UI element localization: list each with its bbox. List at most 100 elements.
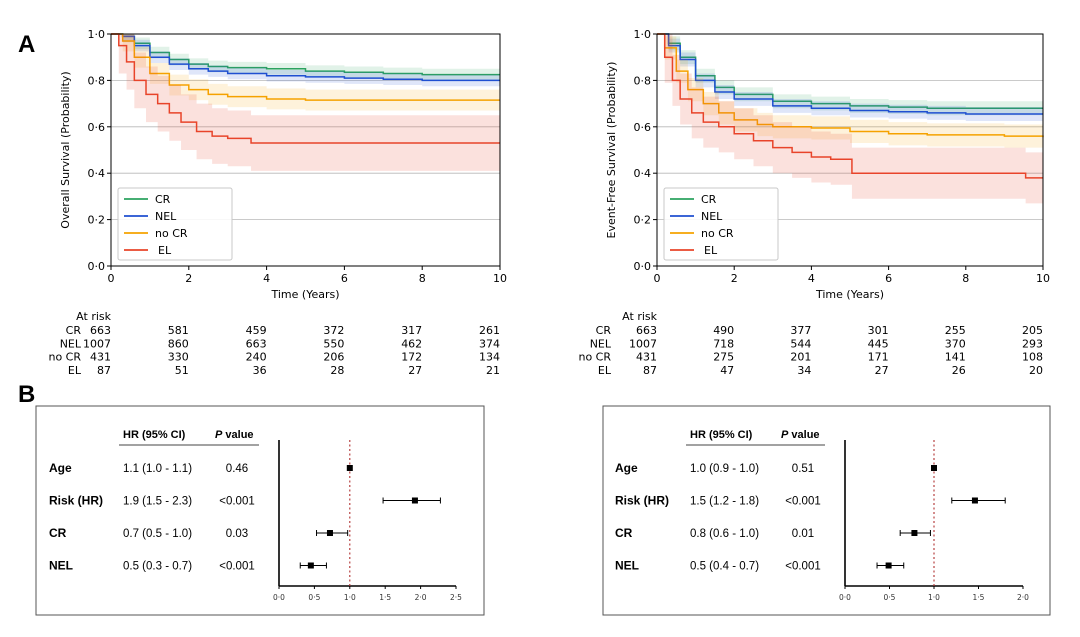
y-tick-label: 0·0 bbox=[88, 260, 106, 273]
overall-survival-chart: 0·0 0·2 0·4 0·6 0·8 1·0 0 2 4 6 8 10 Time (Years) Ove… bbox=[59, 28, 507, 301]
forest-x-tick-label: 0·0 bbox=[839, 593, 851, 602]
forest-x-tick-label: 2·5 bbox=[450, 593, 462, 602]
risk-count: 34 bbox=[797, 364, 811, 377]
hr-value-nel: 0.5 (0.4 - 0.7) bbox=[690, 561, 759, 573]
legend-label-cr: CR bbox=[701, 193, 717, 206]
p-value-age: 0.51 bbox=[792, 463, 814, 475]
risk-count: 550 bbox=[323, 337, 344, 350]
y-tick-label: 0·2 bbox=[88, 214, 106, 227]
variable-age: Age bbox=[615, 461, 638, 475]
risk-count: 1007 bbox=[83, 337, 111, 350]
confidence-band-el bbox=[657, 34, 1043, 204]
x-tick-label: 10 bbox=[1036, 272, 1050, 285]
event-free-survival-forest-plot: HR (95% CI) P value 0·0 0·5 1·0 1·5 2·0 Age 1.0 … bbox=[602, 405, 1051, 616]
y-tick-label: 0·2 bbox=[634, 214, 652, 227]
risk-count: 374 bbox=[479, 337, 500, 350]
hr-value-risk-hr-: 1.5 (1.2 - 1.8) bbox=[690, 496, 759, 508]
variable-cr: CR bbox=[615, 526, 633, 540]
x-tick-label: 4 bbox=[263, 272, 270, 285]
y-tick-label: 0·4 bbox=[88, 167, 106, 180]
x-tick-label: 6 bbox=[341, 272, 348, 285]
header-p-italic: P bbox=[215, 429, 223, 441]
y-axis-title: Event-Free Survival (Probability) bbox=[605, 62, 618, 239]
survival-line-cr bbox=[111, 33, 500, 76]
risk-count: 663 bbox=[246, 337, 267, 350]
survival-line-el bbox=[111, 33, 500, 144]
risk-count: 47 bbox=[720, 364, 734, 377]
risk-count: 317 bbox=[401, 324, 422, 337]
legend-label-nel: NEL bbox=[155, 210, 177, 223]
forest-frame bbox=[602, 405, 1051, 616]
risk-count: 459 bbox=[246, 324, 267, 337]
risk-group-cr: CR bbox=[66, 324, 82, 337]
hr-point-nel bbox=[885, 562, 892, 569]
risk-count: 490 bbox=[713, 324, 734, 337]
risk-count: 51 bbox=[175, 364, 189, 377]
plot-frame bbox=[656, 33, 1044, 267]
x-tick-label: 0 bbox=[654, 272, 661, 285]
risk-count: 663 bbox=[90, 324, 111, 337]
legend-label-no-cr: no CR bbox=[701, 227, 734, 240]
hr-value-nel: 0.5 (0.3 - 0.7) bbox=[123, 561, 192, 573]
risk-group-nel: NEL bbox=[590, 337, 612, 350]
y-tick-label: 1·0 bbox=[634, 28, 652, 41]
risk-count: 141 bbox=[945, 351, 966, 364]
x-tick-label: 10 bbox=[493, 272, 507, 285]
risk-count: 370 bbox=[945, 337, 966, 350]
y-axis-title: Overall Survival (Probability) bbox=[59, 71, 72, 228]
p-value-risk-hr-: <0.001 bbox=[785, 496, 821, 508]
hr-point-nel bbox=[307, 562, 314, 569]
y-tick-label: 0·8 bbox=[88, 74, 106, 87]
risk-count: 377 bbox=[790, 324, 811, 337]
risk-count: 87 bbox=[643, 364, 657, 377]
risk-count: 172 bbox=[401, 351, 422, 364]
risk-count: 28 bbox=[330, 364, 344, 377]
panel-label-a: A bbox=[18, 31, 35, 58]
survival-line-nel bbox=[111, 33, 500, 82]
variable-nel: NEL bbox=[49, 559, 73, 573]
risk-count: 27 bbox=[875, 364, 889, 377]
p-value-nel: <0.001 bbox=[219, 561, 255, 573]
y-tick-label: 0·4 bbox=[634, 167, 652, 180]
risk-count: 1007 bbox=[629, 337, 657, 350]
variable-age: Age bbox=[49, 461, 72, 475]
risk-group-no-cr: no CR bbox=[48, 351, 81, 364]
hr-point-cr bbox=[326, 530, 333, 536]
p-value-risk-hr-: <0.001 bbox=[219, 496, 255, 508]
forest-x-tick-label: 0·0 bbox=[273, 593, 285, 602]
overall-survival-forest-plot: HR (95% CI) P value 0·0 0·5 1·0 1·5 2·0 2·5 Age 1… bbox=[35, 405, 485, 616]
confidence-band-el bbox=[111, 34, 500, 171]
y-tick-label: 0·6 bbox=[634, 121, 652, 134]
p-value-cr: 0.03 bbox=[226, 528, 248, 540]
hr-value-cr: 0.7 (0.5 - 1.0) bbox=[123, 528, 192, 540]
x-tick-label: 2 bbox=[185, 272, 192, 285]
legend-label-no-cr: no CR bbox=[155, 227, 188, 240]
header-p-value: P value bbox=[215, 429, 254, 441]
risk-count: 36 bbox=[253, 364, 267, 377]
header-p-suffix: value bbox=[222, 429, 253, 441]
forest-x-tick-label: 1·5 bbox=[379, 593, 391, 602]
confidence-band-nel bbox=[111, 34, 500, 87]
risk-count: 544 bbox=[790, 337, 811, 350]
risk-count: 431 bbox=[90, 351, 111, 364]
header-p-italic: P bbox=[781, 429, 789, 441]
risk-group-no-cr: no CR bbox=[578, 351, 611, 364]
risk-group-nel: NEL bbox=[60, 337, 82, 350]
event-free-survival-risk-table: At risk CR 663 490 377 301 255 205 NEL 1007 718 544… bbox=[578, 310, 1043, 377]
y-tick-label: 0·6 bbox=[88, 121, 106, 134]
risk-count: 87 bbox=[97, 364, 111, 377]
header-hr: HR (95% CI) bbox=[123, 429, 186, 441]
forest-x-tick-label: 1·5 bbox=[973, 593, 985, 602]
x-tick-label: 8 bbox=[962, 272, 969, 285]
risk-group-el: EL bbox=[598, 364, 612, 377]
risk-table-title: At risk bbox=[622, 310, 657, 323]
risk-count: 108 bbox=[1022, 351, 1043, 364]
risk-count: 26 bbox=[952, 364, 966, 377]
risk-table-title: At risk bbox=[76, 310, 111, 323]
variable-cr: CR bbox=[49, 526, 67, 540]
risk-group-cr: CR bbox=[596, 324, 612, 337]
legend-label-el: EL bbox=[704, 244, 718, 257]
p-value-nel: <0.001 bbox=[785, 561, 821, 573]
